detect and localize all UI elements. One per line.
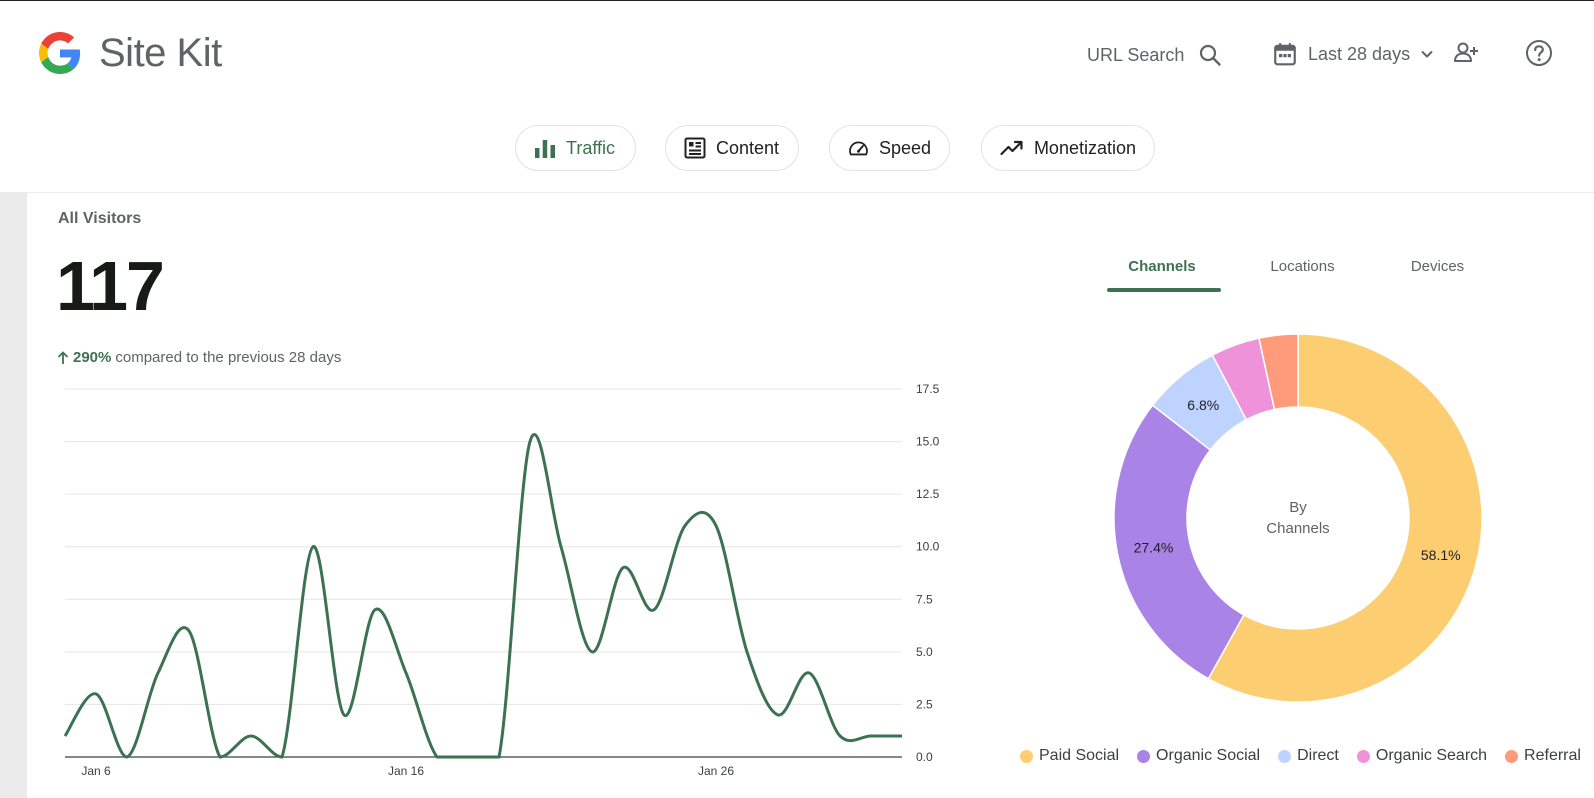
trending-up-icon: [1000, 140, 1023, 156]
person-add-icon: [1454, 42, 1478, 62]
nav-chip-label: Monetization: [1033, 137, 1136, 158]
change-description: compared to the previous 28 days: [115, 349, 342, 366]
legend-label: Paid Social: [1039, 747, 1120, 764]
donut-slice-paid-social[interactable]: [1207, 333, 1483, 703]
calendar-icon: [1274, 43, 1296, 66]
slice-value-label: 6.8%: [1187, 397, 1219, 413]
bar-chart-icon: [535, 140, 555, 158]
change-percentage: 290%: [73, 349, 112, 366]
y-tick-label: 5.0: [916, 645, 933, 659]
y-tick-label: 10.0: [916, 540, 940, 554]
x-tick-label: Jan 26: [698, 764, 734, 778]
channels-donut-chart: 58.1% 27.4% 6.8% By Channels: [1113, 333, 1483, 703]
article-icon: [684, 137, 706, 159]
metric-title: All Visitors: [58, 210, 142, 227]
legend-item-organic-social[interactable]: Organic Social: [1137, 747, 1260, 765]
legend-swatch: [1356, 749, 1370, 763]
speedometer-icon: [849, 141, 868, 156]
donut-slice-organic-social[interactable]: [1113, 404, 1245, 680]
google-g-logo-icon: [39, 32, 81, 74]
legend-swatch: [1278, 749, 1292, 763]
window-top-border: [0, 0, 1594, 1]
metric-change: 290% compared to the previous 28 days: [57, 349, 341, 366]
dimension-tabs: Channels Locations Devices: [1100, 258, 1500, 298]
left-gutter: [0, 193, 27, 798]
legend-label: Referral: [1524, 747, 1581, 764]
y-tick-label: 17.5: [916, 382, 940, 396]
arrow-up-icon: [57, 350, 69, 364]
legend-swatch: [1137, 749, 1151, 763]
search-icon: [1200, 44, 1222, 66]
slice-value-label: 58.1%: [1421, 547, 1461, 563]
legend-item-paid-social[interactable]: Paid Social: [1020, 747, 1119, 765]
visitors-line-chart: 0.0 2.5 5.0 7.5 10.0 12.5 15.0 17.5 Jan 6 Jan 16…: [63, 382, 940, 778]
help-button[interactable]: [1524, 38, 1554, 68]
date-range-selector[interactable]: Last 28 days: [1272, 39, 1434, 69]
donut-slice-referral[interactable]: [1258, 333, 1299, 411]
legend-item-organic-search[interactable]: Organic Search: [1356, 747, 1488, 765]
nav-chip-label: Speed: [878, 137, 931, 158]
legend-item-referral[interactable]: Referral: [1505, 747, 1581, 765]
donut-center-label-line2: Channels: [1266, 520, 1329, 537]
nav-chip-label: Content: [716, 137, 780, 158]
y-tick-label: 7.5: [916, 592, 933, 606]
y-tick-label: 2.5: [916, 697, 933, 711]
add-user-button[interactable]: [1451, 38, 1481, 68]
x-tick-label: Jan 6: [81, 764, 111, 778]
nav-chip-traffic[interactable]: Traffic: [515, 125, 636, 171]
tab-locations[interactable]: Locations: [1270, 258, 1335, 275]
y-tick-label: 12.5: [916, 487, 940, 501]
app-title: Site Kit: [99, 31, 222, 75]
donut-legend: Paid Social Organic Social Direct Organic S…: [1020, 746, 1594, 766]
nav-chip-speed[interactable]: Speed: [829, 125, 950, 171]
active-tab-indicator: [1107, 288, 1221, 292]
y-tick-label: 15.0: [916, 435, 940, 449]
y-tick-label: 0.0: [916, 750, 933, 764]
legend-item-direct[interactable]: Direct: [1278, 747, 1339, 765]
metric-value: 117: [56, 247, 165, 325]
donut-center-label-line1: By: [1289, 499, 1307, 516]
x-tick-label: Jan 16: [388, 764, 424, 778]
url-search-button[interactable]: URL Search: [1087, 41, 1222, 69]
dashboard-nav: Traffic Content Speed Monetization: [0, 125, 1594, 173]
help-icon: [1526, 40, 1552, 66]
slice-value-label: 27.4%: [1134, 539, 1174, 555]
legend-label: Direct: [1297, 747, 1339, 764]
tab-devices[interactable]: Devices: [1410, 258, 1465, 275]
tab-channels[interactable]: Channels: [1128, 258, 1196, 275]
nav-chip-monetization[interactable]: Monetization: [981, 125, 1155, 171]
header: Site Kit URL Search Last 28 days: [0, 1, 1594, 105]
url-search-label: URL Search: [1087, 44, 1185, 65]
chevron-down-icon: [1421, 50, 1433, 58]
legend-swatch: [1505, 749, 1519, 763]
visitors-series-line: [63, 433, 902, 759]
legend-label: Organic Search: [1375, 747, 1488, 764]
nav-chip-label: Traffic: [566, 137, 616, 158]
nav-chip-content[interactable]: Content: [665, 125, 799, 171]
header-divider: [0, 192, 1594, 193]
date-range-label: Last 28 days: [1308, 43, 1411, 64]
legend-swatch: [1020, 749, 1033, 763]
legend-label: Organic Social: [1156, 747, 1261, 764]
